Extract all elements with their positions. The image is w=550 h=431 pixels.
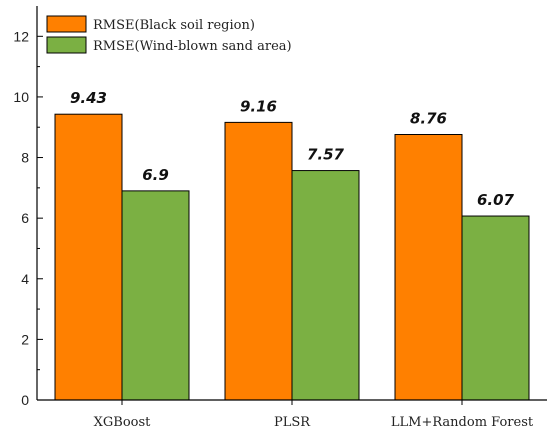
data-label: 6.9	[142, 166, 169, 184]
bar-black-soil-2	[394, 134, 463, 401]
data-label: 8.76	[410, 110, 447, 128]
y-tick-label: 8	[21, 150, 29, 166]
bar-wind-blown-sand-2	[461, 215, 530, 401]
data-label: 9.43	[70, 89, 107, 107]
data-label: 9.16	[240, 97, 277, 115]
x-tick-label: XGBoost	[94, 415, 152, 430]
y-tick-label: 10	[13, 89, 29, 105]
legend-swatch-0	[46, 15, 87, 33]
data-label: 7.57	[307, 146, 345, 164]
y-tick-label: 2	[21, 331, 29, 347]
x-tick-label: PLSR	[274, 415, 311, 430]
bar-black-soil-0	[54, 113, 123, 401]
bar-wind-blown-sand-1	[291, 170, 360, 401]
y-tick-label: 6	[21, 210, 29, 226]
bar-black-soil-1	[224, 121, 293, 401]
legend-entry-1: RMSE(Wind-blown sand area)	[93, 39, 292, 54]
legend-swatch-1	[46, 36, 87, 54]
x-tick-label: LLM+Random Forest	[391, 415, 534, 430]
legend-entry-0: RMSE(Black soil region)	[93, 18, 255, 33]
bar-wind-blown-sand-0	[121, 190, 190, 401]
data-label: 6.07	[477, 191, 515, 209]
y-tick-label: 0	[21, 392, 29, 408]
y-tick-label: 4	[21, 271, 29, 287]
y-tick-label: 12	[13, 28, 29, 44]
